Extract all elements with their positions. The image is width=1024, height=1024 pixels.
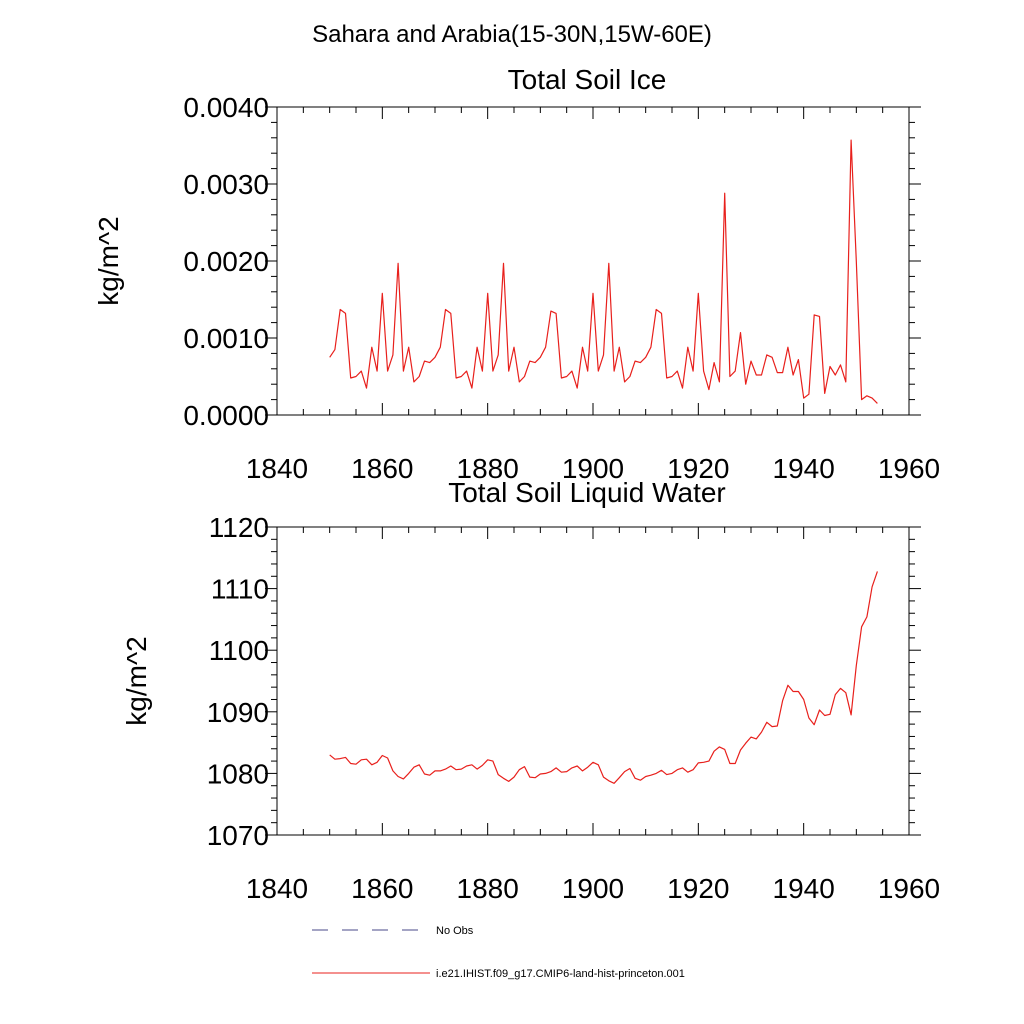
x-tick-label: 1880 — [457, 453, 519, 484]
y-tick-label: 0.0010 — [183, 323, 269, 354]
y-tick-label: 1090 — [207, 697, 269, 728]
y-tick-labels: 1070 1080 1090 1100 1110 1120 — [207, 512, 269, 851]
x-tick-label: 1860 — [351, 873, 413, 904]
series-line — [329, 571, 878, 784]
legend: No Obs i.e21.IHIST.f09_g17.CMIP6-land-hi… — [312, 925, 685, 980]
y-tick-label: 1080 — [207, 758, 269, 789]
y-tick-label: 1070 — [207, 820, 269, 851]
x-tick-label: 1940 — [773, 453, 835, 484]
x-tick-labels: 1840 1860 1880 1900 1920 1940 1960 — [246, 453, 940, 484]
legend-label-model-run: i.e21.IHIST.f09_g17.CMIP6-land-hist-prin… — [436, 968, 685, 980]
figure-suptitle: Sahara and Arabia(15-30N,15W-60E) — [312, 21, 712, 48]
series-lines — [329, 139, 878, 404]
y-tick-label: 1110 — [211, 574, 269, 605]
series-lines — [329, 571, 878, 784]
y-tick-label: 0.0040 — [183, 92, 269, 123]
axis-ticks — [265, 526, 921, 836]
axis-ticks — [265, 106, 921, 416]
chart-soil-liquid-water: Total Soil Liquid Water kg/m^2 107010801… — [121, 477, 940, 904]
x-tick-label: 1840 — [246, 453, 308, 484]
x-tick-label: 1900 — [562, 873, 624, 904]
x-tick-label: 1860 — [351, 453, 413, 484]
y-tick-labels: 0.0000 0.0010 0.0020 0.0030 0.0040 — [183, 92, 269, 431]
plot-frame — [276, 526, 910, 836]
x-tick-label: 1940 — [773, 873, 835, 904]
legend-label-no-obs: No Obs — [436, 925, 474, 937]
x-tick-label: 1960 — [878, 873, 940, 904]
x-tick-label: 1920 — [667, 453, 729, 484]
y-tick-label: 0.0030 — [183, 169, 269, 200]
x-tick-label: 1840 — [246, 873, 308, 904]
plot-frame — [276, 106, 910, 416]
x-tick-labels: 1840 1860 1880 1900 1920 1940 1960 — [246, 873, 940, 904]
x-tick-label: 1880 — [457, 873, 519, 904]
chart-soil-ice: Total Soil Ice kg/m^2 0.0000 0.0010 0.0020… — [93, 64, 940, 484]
series-line — [329, 139, 878, 404]
y-tick-label: 1120 — [209, 512, 269, 543]
y-axis-label: kg/m^2 — [93, 216, 124, 305]
x-tick-label: 1960 — [878, 453, 940, 484]
y-tick-label: 0.0020 — [183, 246, 269, 277]
x-tick-label: 1920 — [667, 873, 729, 904]
y-axis-label: kg/m^2 — [121, 636, 152, 725]
y-tick-label: 1100 — [209, 635, 269, 666]
chart-title: Total Soil Ice — [508, 64, 667, 95]
chart-title: Total Soil Liquid Water — [448, 477, 726, 508]
x-tick-label: 1900 — [562, 453, 624, 484]
y-tick-label: 0.0000 — [183, 400, 269, 431]
